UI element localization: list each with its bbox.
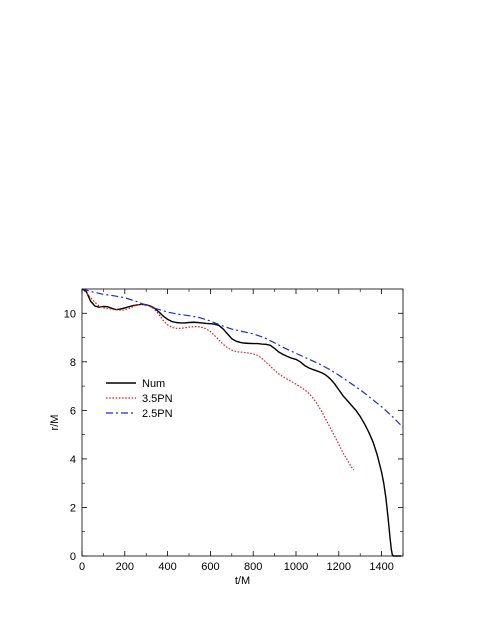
y-tick-label: 0 — [70, 551, 76, 563]
x-tick-label: 1000 — [284, 561, 308, 573]
x-axis-label: t/M — [235, 575, 250, 587]
x-tick-label: 1200 — [327, 561, 351, 573]
y-tick-label: 10 — [64, 308, 76, 320]
series-line-2-5pn — [82, 288, 403, 428]
y-tick-label: 4 — [70, 454, 76, 466]
series-layer — [82, 288, 403, 557]
x-tick-label: 400 — [158, 561, 176, 573]
y-tick-label: 8 — [70, 357, 76, 369]
plot-frame — [81, 288, 404, 557]
legend-label: 3.5PN — [142, 393, 173, 405]
series-line-num — [82, 288, 401, 557]
x-tick-label: 0 — [79, 561, 85, 573]
x-tick-label: 800 — [244, 561, 262, 573]
y-axis-ticks: 0 2 4 6 8 10 — [64, 308, 403, 563]
series-line-3-5pn — [82, 288, 355, 471]
x-axis-ticks: 0 200 400 600 800 1000 1200 1400 — [79, 289, 404, 573]
y-axis-label: r/M — [49, 415, 61, 431]
legend: Num 3.5PN 2.5PN — [106, 378, 173, 420]
x-tick-label: 1400 — [369, 561, 393, 573]
x-tick-label: 200 — [116, 561, 134, 573]
y-tick-label: 2 — [70, 502, 76, 514]
legend-label: 2.5PN — [142, 408, 173, 420]
x-tick-label: 600 — [201, 561, 219, 573]
legend-label: Num — [142, 378, 165, 390]
y-tick-label: 6 — [70, 405, 76, 417]
